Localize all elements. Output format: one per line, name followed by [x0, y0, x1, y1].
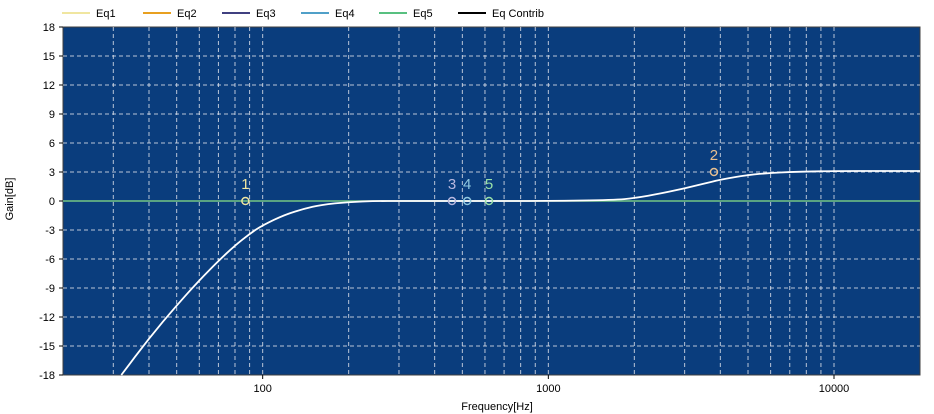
band-point-handle-3[interactable] — [447, 196, 457, 206]
y-tick-label: -6 — [45, 254, 55, 266]
band-point-label-4: 4 — [463, 176, 471, 193]
y-tick-label: -18 — [39, 370, 55, 382]
y-tick-label: -9 — [45, 283, 55, 295]
band-point-label-3: 3 — [448, 176, 456, 193]
band-point-handle-1[interactable] — [241, 196, 250, 206]
band-point-handle-2[interactable] — [709, 167, 719, 177]
y-tick-label: 9 — [49, 109, 55, 121]
x-tick-label: 10000 — [819, 383, 850, 395]
band-point-label-1: 1 — [241, 176, 249, 193]
legend: Eq1 Eq2 Eq3 Eq4 Eq5 Eq Contrib — [62, 8, 544, 20]
band-point-label-5: 5 — [485, 176, 493, 193]
y-tick-label: 0 — [49, 196, 55, 208]
band-point-handle-5[interactable] — [484, 196, 494, 206]
y-tick-label: -12 — [39, 312, 55, 324]
y-tick-label: 12 — [43, 80, 55, 92]
x-tick-label: 100 — [253, 383, 271, 395]
y-axis: 18 15 12 9 6 3 0 -3 -6 -9 -12 -15 -18 — [39, 22, 63, 382]
legend-label: Eq Contrib — [492, 8, 544, 20]
band-point-label-2: 2 — [710, 147, 718, 164]
y-tick-label: 18 — [43, 22, 55, 34]
band-point-handle-4[interactable] — [462, 196, 472, 206]
x-axis-title: Frequency[Hz] — [461, 401, 533, 413]
y-tick-label: 3 — [49, 167, 55, 179]
legend-label: Eq1 — [96, 8, 116, 20]
legend-label: Eq2 — [177, 8, 197, 20]
y-tick-label: -15 — [39, 341, 55, 353]
x-axis: 100 1000 10000 — [253, 375, 849, 395]
y-tick-label: 15 — [43, 51, 55, 63]
legend-label: Eq3 — [256, 8, 276, 20]
grid-lines — [62, 26, 921, 376]
series-layer — [63, 170, 920, 376]
series-line-eq-contrib — [120, 170, 920, 376]
y-tick-label: 6 — [49, 138, 55, 150]
band-points-layer: 1 2 3 4 5 — [241, 147, 719, 206]
x-tick-label: 1000 — [536, 383, 560, 395]
y-tick-label: -3 — [45, 225, 55, 237]
y-axis-title: Gain[dB] — [4, 178, 16, 221]
legend-label: Eq5 — [413, 8, 433, 20]
legend-label: Eq4 — [335, 8, 355, 20]
